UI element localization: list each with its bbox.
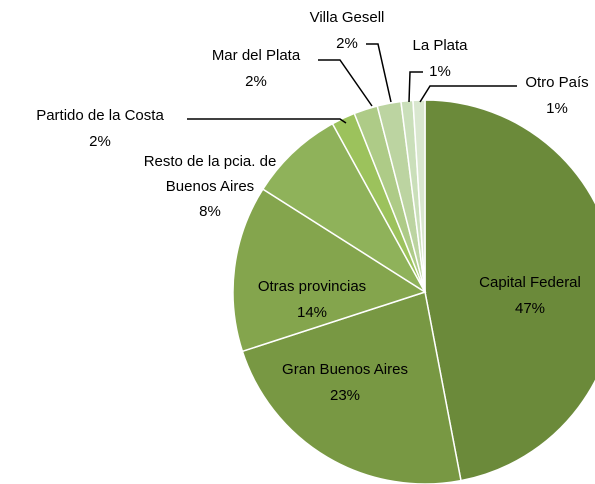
slice-label: La Plata 1% <box>412 33 467 85</box>
leader-line <box>187 118 347 124</box>
value-label: 2% <box>89 133 111 150</box>
value-label: 1% <box>429 63 451 80</box>
category-name: Capital Federal <box>479 274 581 291</box>
pie-slice <box>424 99 595 482</box>
slice-label: Capital Federal 47% <box>479 270 581 322</box>
leader-line <box>366 43 392 103</box>
category-name: La Plata <box>412 37 468 54</box>
category-name: Mar del Plata <box>211 47 301 64</box>
category-name: Partido de la Costa <box>36 107 164 124</box>
value-label: 8% <box>199 203 221 220</box>
slice-label: Mar del Plata 2% <box>212 43 300 95</box>
slice-label: Gran Buenos Aires 23% <box>282 357 408 409</box>
leader-line <box>318 59 373 107</box>
category-name: Villa Gesell <box>309 9 385 26</box>
leader-line <box>408 71 423 103</box>
value-label: 23% <box>329 387 361 404</box>
value-label: 1% <box>546 100 568 117</box>
value-label: 14% <box>296 304 328 321</box>
category-name: Otro País <box>525 74 589 91</box>
value-label: 2% <box>245 73 267 90</box>
pie-slice <box>412 99 426 293</box>
slice-label: Otro País 1% <box>525 70 588 122</box>
value-label: 2% <box>336 35 358 52</box>
pie-slice <box>261 122 426 293</box>
value-label: 47% <box>514 300 546 317</box>
pie-slice <box>232 188 427 353</box>
category-name: Resto de la pcia. de Buenos Aires <box>143 153 277 195</box>
slice-label: Villa Gesell 2% <box>310 5 385 57</box>
slice-label: Partido de la Costa 2% <box>36 103 164 155</box>
category-name: Otras provincias <box>257 278 367 295</box>
category-name: Gran Buenos Aires <box>282 361 408 378</box>
slice-label: Resto de la pcia. de Buenos Aires 8% <box>135 149 285 225</box>
leader-line <box>419 85 517 103</box>
slice-label: Otras provincias 14% <box>258 274 366 326</box>
